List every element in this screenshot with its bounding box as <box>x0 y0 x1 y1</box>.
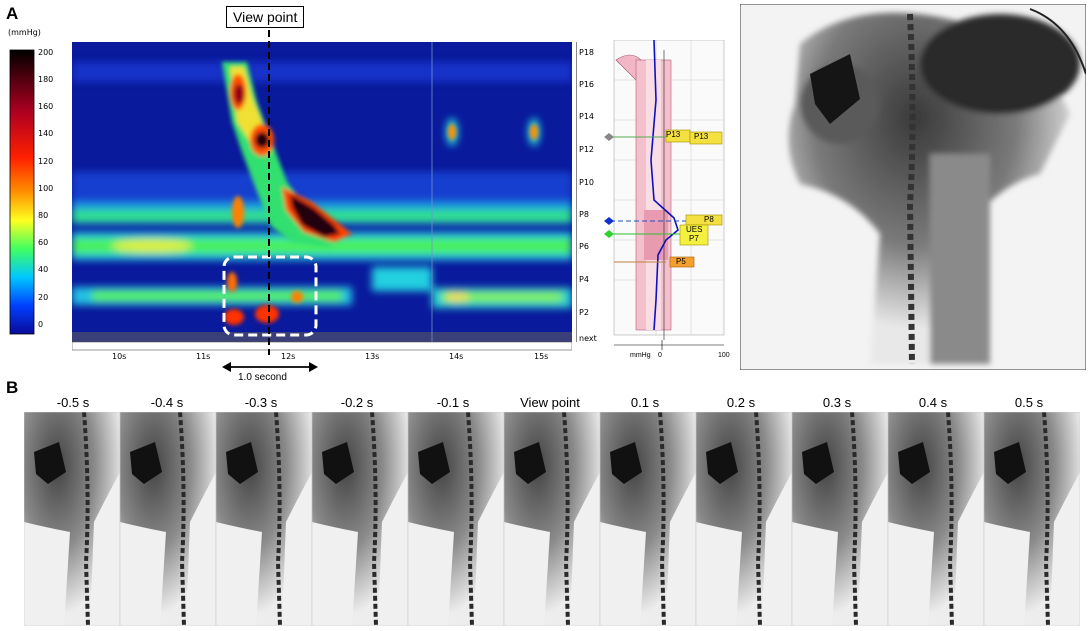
sensor-label: P2 <box>579 308 589 317</box>
scale-bar-label: 1.0 second <box>238 372 287 383</box>
sensor-label: P16 <box>579 80 595 89</box>
x-tick: 11s <box>196 352 211 361</box>
colorbar-tick: 180 <box>38 75 54 84</box>
fluoroscopy-frame-strip <box>22 410 1082 628</box>
frame-image <box>790 410 890 628</box>
profile-axis-max: 100 <box>718 352 730 359</box>
time-label: 0.4 s <box>918 395 948 410</box>
time-label: -0.5 s <box>56 395 90 410</box>
colorbar-tick: 0 <box>38 320 44 329</box>
time-label: -0.2 s <box>340 395 374 410</box>
sensor-label: P10 <box>579 178 595 187</box>
colorbar-tick: 120 <box>38 157 54 166</box>
frame-image <box>598 410 698 628</box>
frame-image <box>310 410 410 628</box>
profile-axis-zero: 0 <box>658 352 662 359</box>
colorbar-tick: 40 <box>38 265 49 274</box>
frame-image <box>886 410 986 628</box>
colorbar-tick: 80 <box>38 211 49 220</box>
time-label: -0.3 s <box>244 395 278 410</box>
x-tick: 12s <box>281 352 296 361</box>
sensor-axis: P18 P16 P14 P12 P10 P8 P6 P4 P2 next <box>576 42 605 343</box>
view-point-line <box>268 30 270 355</box>
pressure-topography-plot <box>72 42 572 351</box>
colorbar-tick: 140 <box>38 129 54 138</box>
colorbar-tick: 160 <box>38 102 54 111</box>
sensor-label: P4 <box>579 275 589 284</box>
frame-image <box>982 410 1082 628</box>
x-tick: 13s <box>365 352 380 361</box>
frame-image <box>694 410 794 628</box>
colorbar <box>9 49 35 335</box>
frame-strip-graphics <box>22 410 1082 628</box>
panel-a-letter: A <box>6 4 19 23</box>
scale-bar-arrow <box>222 362 318 372</box>
colorbar-tick: 20 <box>38 293 49 302</box>
colorbar-tick: 60 <box>38 238 49 247</box>
frame-image <box>502 410 602 628</box>
x-tick: 10s <box>112 352 127 361</box>
sensor-label: P18 <box>579 48 595 57</box>
colorbar-tick: 100 <box>38 184 54 193</box>
sensor-label: P12 <box>579 145 595 154</box>
time-label: 0.2 s <box>726 395 756 410</box>
frame-image <box>406 410 506 628</box>
time-label: -0.4 s <box>150 395 184 410</box>
sensor-label: P8 <box>579 210 589 219</box>
profile-axis-unit: mmHg <box>630 352 651 359</box>
time-label: -0.1 s <box>436 395 470 410</box>
time-label-view-point: View point <box>520 395 580 410</box>
x-tick: 15s <box>534 352 549 361</box>
x-tick: 14s <box>449 352 464 361</box>
frame-image <box>214 410 314 628</box>
pharynx-profile-diagram <box>604 40 725 350</box>
sensor-label: P14 <box>579 112 595 121</box>
sensor-label: P6 <box>579 242 589 251</box>
time-label: 0.1 s <box>630 395 660 410</box>
sensor-label: next <box>579 334 597 343</box>
videofluoroscopy-image <box>740 4 1086 370</box>
colorbar-unit: (mmHg) <box>8 28 41 37</box>
frame-image <box>22 410 122 628</box>
view-point-label: View point <box>226 6 305 28</box>
profile-marker-ues: UES <box>686 225 703 234</box>
profile-marker-p7: P7 <box>689 234 699 243</box>
profile-marker-p5: P5 <box>676 257 686 266</box>
time-label: 0.5 s <box>1014 395 1044 410</box>
profile-marker-p13-a: P13 <box>666 130 681 139</box>
frame-image <box>118 410 218 628</box>
time-label: 0.3 s <box>822 395 852 410</box>
colorbar-ticks: 200 180 160 140 120 100 80 60 40 20 0 <box>38 48 68 338</box>
colorbar-tick: 200 <box>38 48 54 57</box>
profile-marker-p8: P8 <box>704 215 714 224</box>
panel-b-letter: B <box>6 378 19 397</box>
profile-marker-p13-b: P13 <box>694 132 709 141</box>
